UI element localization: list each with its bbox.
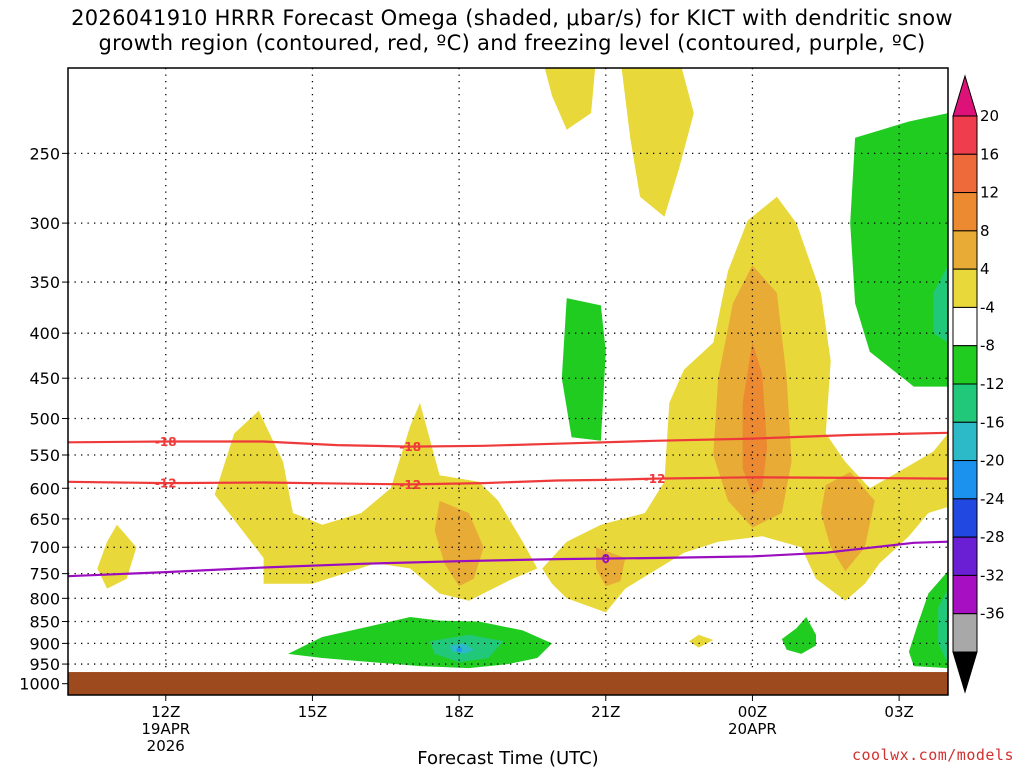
pressure-axis: 250 300 350 400 450 500 550 600 650 700 750 800 850 9…: [19, 144, 68, 694]
colorbar-segment-2: [952, 192, 978, 232]
colorbar-segment-7: [952, 383, 978, 423]
colorbar-tick-label-5: -4: [980, 298, 995, 316]
omega-region-3: [544, 68, 596, 130]
x-tick-label-00Z-1: 20APR: [728, 720, 777, 738]
y-tick-label-1000: 1000: [19, 675, 60, 694]
contour-line-0: [68, 540, 948, 578]
colorbar-segment-11: [952, 536, 978, 576]
colorbar-top-arrow: [952, 74, 978, 117]
contour-label--12-1: -12: [399, 478, 421, 492]
colorbar-segment-10: [952, 498, 978, 538]
colorbar-segment-9: [952, 460, 978, 500]
colorbar-tick-label-8: -16: [980, 413, 1005, 431]
colorbar-bottom-arrow: [952, 651, 978, 694]
x-tick-label-15Z-0: 15Z: [298, 703, 327, 721]
colorbar-tick-label-0: 20: [980, 107, 999, 125]
omega-region-20: [456, 647, 462, 652]
y-tick-label-750: 750: [29, 565, 60, 584]
y-tick-label-900: 900: [29, 634, 60, 653]
colorbar-segment-3: [952, 230, 978, 270]
x-tick-label-21Z-0: 21Z: [591, 703, 620, 721]
colorbar-segment-1: [952, 153, 978, 194]
colorbar-tick-label-10: -24: [980, 490, 1005, 508]
colorbar-tick-label-9: -20: [980, 452, 1005, 470]
colorbar-segment-8: [952, 421, 978, 462]
colorbar-tick-label-1: 16: [980, 145, 999, 163]
colorbar-tick-label-11: -28: [980, 528, 1005, 546]
y-tick-label-300: 300: [29, 214, 60, 233]
omega-region-5: [688, 634, 714, 648]
colorbar-segment-0: [952, 115, 978, 155]
contour-label--18-0: -18: [155, 435, 177, 449]
x-tick-label-12Z-2: 2026: [147, 737, 185, 755]
omega-region-7: [596, 547, 626, 587]
y-tick-label-250: 250: [29, 144, 60, 163]
y-tick-label-700: 700: [29, 538, 60, 557]
y-tick-label-600: 600: [29, 479, 60, 498]
gridlines: [68, 68, 948, 695]
colorbar-tick-label-12: -32: [980, 566, 1005, 584]
x-tick-label-00Z-0: 00Z: [738, 703, 767, 721]
omega-region-14: [781, 617, 816, 654]
colorbar-segment-5: [952, 306, 978, 347]
ground-fill: [68, 672, 948, 695]
colorbar-tick-label-13: -36: [980, 605, 1005, 623]
contour-line--12: [68, 476, 948, 486]
x-tick-label-18Z-0: 18Z: [444, 703, 473, 721]
contour-label--12-0: -12: [155, 477, 177, 491]
omega-region-0: [97, 524, 137, 589]
temperature-contours: -18 -18 -12 -12 -12 0: [68, 431, 948, 578]
omega-region-18: [938, 588, 948, 665]
colorbar-segment-13: [952, 613, 978, 653]
colorbar-tick-label-7: -12: [980, 375, 1005, 393]
contour-label-0-0: 0: [602, 552, 610, 566]
plot-frame: [67, 67, 949, 696]
y-tick-label-650: 650: [29, 510, 60, 529]
y-tick-label-400: 400: [29, 324, 60, 343]
x-axis-title: Forecast Time (UTC): [417, 748, 598, 768]
x-tick-label-03Z-0: 03Z: [884, 703, 913, 721]
colorbar-tick-label-2: 12: [980, 184, 999, 202]
contour-line--18: [68, 431, 948, 448]
omega-region-17: [933, 265, 948, 343]
omega-shading: [97, 68, 948, 669]
y-tick-label-350: 350: [29, 273, 60, 292]
colorbar-segment-6: [952, 345, 978, 385]
colorbar-legend: 20 16 12 8 4 -4 -8 -12 -16 -20 -24 -28 -32 -36: [952, 74, 1005, 694]
title-line-1: 2026041910 HRRR Forecast Omega (shaded, …: [71, 6, 953, 30]
colorbar-tick-label-6: -8: [980, 337, 995, 355]
contour-label--12-2: -12: [644, 472, 666, 486]
credit-text: coolwx.com/models: [851, 746, 1014, 764]
y-tick-label-800: 800: [29, 589, 60, 608]
colorbar-tick-label-4: 4: [980, 260, 990, 278]
title-line-2: growth region (contoured, red, ºC) and f…: [98, 31, 926, 55]
y-tick-label-850: 850: [29, 613, 60, 632]
y-tick-label-950: 950: [29, 655, 60, 674]
omega-region-9: [820, 472, 875, 572]
colorbar-segment-12: [952, 574, 978, 615]
omega-region-11: [850, 113, 948, 387]
ground-layer: [68, 672, 948, 695]
y-tick-label-500: 500: [29, 410, 60, 429]
colorbar-tick-label-3: 8: [980, 222, 990, 240]
chart-title: 2026041910 HRRR Forecast Omega (shaded, …: [0, 6, 1024, 56]
y-tick-label-450: 450: [29, 369, 60, 388]
contour-label--18-1: -18: [399, 440, 421, 454]
x-tick-label-12Z-0: 12Z: [151, 703, 180, 721]
y-tick-label-550: 550: [29, 446, 60, 465]
omega-region-15: [908, 571, 948, 669]
omega-region-10: [742, 342, 768, 495]
x-tick-label-12Z-1: 19APR: [141, 720, 190, 738]
omega-region-4: [621, 68, 694, 217]
colorbar-segment-4: [952, 268, 978, 308]
